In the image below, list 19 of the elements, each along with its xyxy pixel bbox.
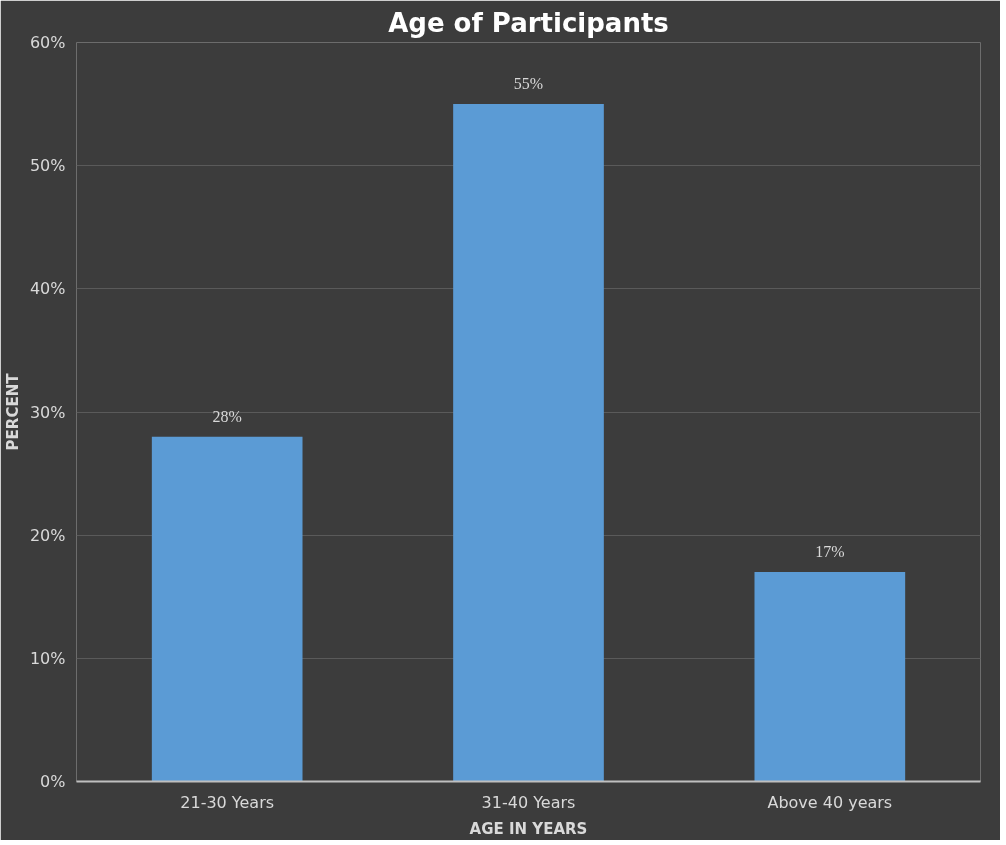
y-tick-label: 30% — [29, 402, 66, 422]
data-label: 17% — [815, 543, 845, 561]
data-label: 28% — [212, 407, 242, 425]
y-tick-label: 20% — [29, 525, 66, 545]
y-tick-label: 10% — [29, 648, 66, 668]
x-axis-title: AGE IN YEARS — [469, 819, 588, 838]
y-tick-label: 40% — [29, 279, 66, 299]
data-label: 55% — [513, 75, 544, 93]
bar — [754, 572, 906, 782]
y-tick-label: 50% — [29, 156, 66, 176]
bar — [151, 436, 303, 782]
x-tick-label: Above 40 years — [767, 792, 893, 812]
x-tick-label: 21-30 Years — [180, 792, 275, 812]
x-tick-label: 31-40 Years — [481, 792, 576, 812]
y-tick-label: 0% — [40, 772, 66, 791]
y-tick-label: 60% — [29, 33, 66, 52]
chart-title: Age of Participants — [388, 7, 669, 38]
y-axis-title: PERCENT — [3, 372, 22, 451]
bar — [453, 104, 604, 782]
